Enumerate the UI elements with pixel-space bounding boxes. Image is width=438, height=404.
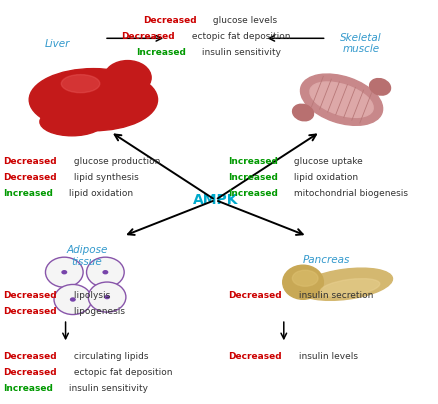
Text: insulin sensitivity: insulin sensitivity (67, 384, 148, 393)
Ellipse shape (321, 279, 380, 296)
Ellipse shape (46, 257, 83, 287)
Text: Increased: Increased (228, 189, 278, 198)
Ellipse shape (88, 282, 126, 312)
Text: Decreased: Decreased (4, 352, 57, 361)
Text: AMPK: AMPK (193, 193, 238, 207)
Ellipse shape (300, 74, 383, 125)
Ellipse shape (370, 78, 391, 95)
Text: Increased: Increased (4, 384, 53, 393)
Text: glucose production: glucose production (71, 158, 160, 166)
Ellipse shape (29, 69, 158, 131)
Ellipse shape (61, 75, 100, 93)
Text: Increased: Increased (136, 48, 186, 57)
Text: lipid oxidation: lipid oxidation (67, 189, 134, 198)
Text: insulin sensitivity: insulin sensitivity (199, 48, 281, 57)
Text: lipolysis: lipolysis (71, 290, 110, 300)
Ellipse shape (299, 268, 392, 300)
Text: Decreased: Decreased (143, 16, 196, 25)
Ellipse shape (61, 270, 67, 274)
Text: Decreased: Decreased (4, 173, 57, 183)
Text: insulin secretion: insulin secretion (296, 290, 373, 300)
Text: glucose uptake: glucose uptake (291, 158, 363, 166)
Text: Decreased: Decreased (228, 290, 282, 300)
Text: Increased: Increased (228, 158, 278, 166)
Text: Decreased: Decreased (228, 352, 282, 361)
Text: Decreased: Decreased (121, 32, 175, 41)
Text: Decreased: Decreased (4, 158, 57, 166)
Ellipse shape (87, 257, 124, 287)
Text: ectopic fat deposition: ectopic fat deposition (189, 32, 290, 41)
Ellipse shape (104, 295, 110, 299)
Text: Skeletal
muscle: Skeletal muscle (340, 33, 381, 54)
Text: Pancreas: Pancreas (303, 255, 350, 265)
Text: Decreased: Decreased (4, 307, 57, 316)
Text: Decreased: Decreased (4, 290, 57, 300)
Ellipse shape (104, 61, 151, 95)
Ellipse shape (54, 284, 92, 315)
Ellipse shape (40, 108, 104, 136)
Ellipse shape (293, 104, 314, 121)
Text: circulating lipids: circulating lipids (71, 352, 148, 361)
Text: Decreased: Decreased (4, 368, 57, 377)
Text: Increased: Increased (4, 189, 53, 198)
Text: glucose levels: glucose levels (210, 16, 277, 25)
Ellipse shape (102, 270, 108, 274)
Ellipse shape (310, 82, 373, 118)
Text: Increased: Increased (228, 173, 278, 183)
Text: Liver: Liver (44, 38, 70, 48)
Ellipse shape (292, 270, 318, 286)
Text: lipid oxidation: lipid oxidation (291, 173, 358, 183)
Text: ectopic fat deposition: ectopic fat deposition (71, 368, 173, 377)
Text: mitochondrial biogenesis: mitochondrial biogenesis (291, 189, 408, 198)
Text: Adipose
tissue: Adipose tissue (66, 245, 108, 267)
Ellipse shape (283, 265, 323, 299)
Text: lipogenesis: lipogenesis (71, 307, 125, 316)
Text: lipid synthesis: lipid synthesis (71, 173, 139, 183)
Ellipse shape (70, 297, 76, 302)
Text: insulin levels: insulin levels (296, 352, 358, 361)
